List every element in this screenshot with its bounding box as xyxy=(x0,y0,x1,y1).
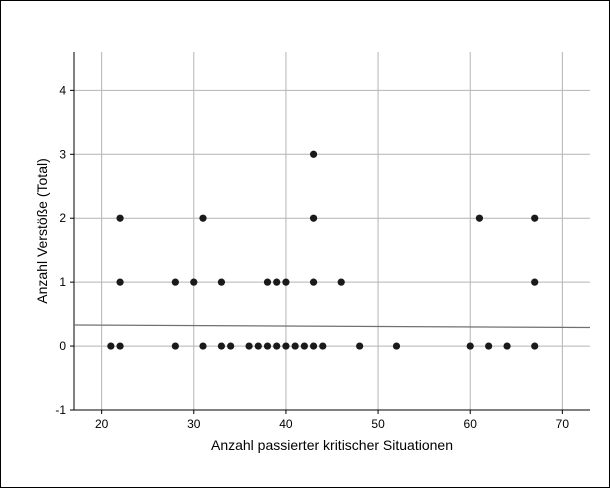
x-tick-label: 40 xyxy=(279,417,293,431)
grid-lines xyxy=(73,52,590,411)
data-point xyxy=(466,342,474,350)
x-tick-label: 70 xyxy=(556,417,570,431)
data-point xyxy=(245,342,253,350)
data-point xyxy=(217,278,226,286)
y-tick-label: 4 xyxy=(59,83,66,97)
fit-line-group xyxy=(73,324,591,329)
x-axis-title: Anzahl passierter kritischer Situationen xyxy=(211,437,453,453)
data-point xyxy=(309,214,318,222)
x-axis-ticks: 20 30 40 50 60 70 xyxy=(95,410,569,431)
x-tick-label: 60 xyxy=(464,417,478,431)
data-point xyxy=(116,214,124,222)
y-tick-label: -1 xyxy=(55,403,66,417)
data-point xyxy=(531,214,539,222)
data-point xyxy=(309,342,318,350)
y-tick-label: 0 xyxy=(59,339,66,353)
data-point xyxy=(337,278,345,286)
data-point xyxy=(107,342,115,350)
data-point xyxy=(531,278,539,286)
data-point xyxy=(273,342,281,350)
data-point xyxy=(282,342,290,350)
data-point xyxy=(199,214,207,222)
data-point xyxy=(291,342,299,350)
data-point xyxy=(300,342,308,350)
data-point xyxy=(309,278,318,286)
data-point xyxy=(475,214,484,222)
plot-area xyxy=(74,52,590,410)
data-point xyxy=(273,278,281,286)
data-point xyxy=(116,278,124,286)
data-point xyxy=(190,278,198,286)
data-point xyxy=(531,342,539,350)
data-point xyxy=(263,278,272,286)
y-tick-label: 2 xyxy=(59,211,66,225)
x-tick-label: 50 xyxy=(371,417,385,431)
data-points xyxy=(107,150,539,350)
y-tick-label: 1 xyxy=(59,275,66,289)
y-tick-label: 3 xyxy=(59,147,66,161)
data-point xyxy=(263,342,272,350)
y-axis-ticks: -1 0 1 2 3 4 xyxy=(55,83,74,417)
data-point xyxy=(199,342,207,350)
data-point xyxy=(309,150,318,158)
data-point xyxy=(503,342,511,350)
data-point xyxy=(319,342,327,350)
data-point xyxy=(254,342,262,350)
data-point xyxy=(116,342,124,350)
fit-line xyxy=(73,324,591,329)
data-point xyxy=(171,342,179,350)
x-tick-label: 20 xyxy=(95,417,109,431)
data-point xyxy=(217,342,226,350)
data-point xyxy=(282,278,290,286)
data-point xyxy=(227,342,235,350)
y-axis-title: Anzahl Verstöße (Total) xyxy=(34,158,50,304)
data-point xyxy=(356,342,364,350)
data-point xyxy=(485,342,493,350)
x-tick-label: 30 xyxy=(187,417,201,431)
data-point xyxy=(392,342,401,350)
data-point xyxy=(171,278,179,286)
